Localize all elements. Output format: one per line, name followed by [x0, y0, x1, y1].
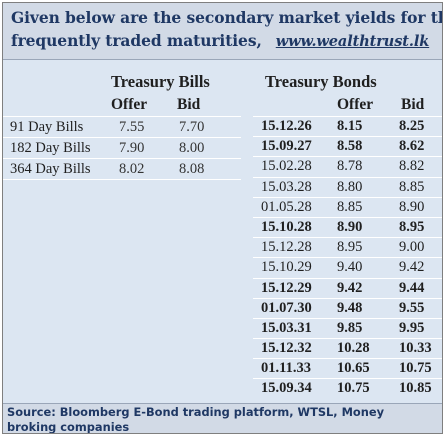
header-line-2: frequently traded maturities, www.wealtht…: [11, 31, 429, 50]
bond-offer: 9.40: [337, 259, 363, 276]
bond-row: 15.09.34 10.75 10.85: [253, 378, 442, 398]
bond-maturity: 15.09.34: [261, 380, 312, 397]
bond-maturity: 15.03.28: [261, 178, 312, 195]
bond-bid: 10.33: [399, 340, 432, 357]
bond-offer: 9.42: [337, 279, 363, 296]
bond-maturity: 15.02.28: [261, 158, 312, 175]
bills-offer-header: Offer: [111, 96, 148, 113]
bill-bid: 8.00: [179, 140, 205, 156]
bill-offer: 7.90: [119, 140, 145, 156]
bond-bid: 9.44: [399, 279, 425, 296]
bond-bid: 9.42: [399, 259, 425, 276]
source-note: Source: Bloomberg E-Bond trading platfor…: [7, 405, 385, 434]
bond-offer: 8.15: [337, 118, 363, 134]
bill-bid: 8.08: [179, 161, 205, 177]
panel-header: Given below are the secondary market yie…: [3, 3, 442, 60]
bond-maturity: 15.03.31: [261, 319, 312, 336]
bill-offer: 7.55: [119, 119, 145, 135]
bond-row: 15.12.32 10.28 10.33: [253, 338, 442, 358]
header-line-2-text: frequently traded maturities,: [11, 31, 262, 50]
bond-maturity: 15.10.28: [261, 218, 312, 235]
header-line-1: Given below are the secondary market yie…: [11, 8, 442, 27]
bond-offer: 10.28: [337, 340, 370, 357]
bond-row: 15.10.28 8.90 8.95: [253, 216, 442, 237]
bond-row: 15.09.27 8.58 8.62: [253, 136, 442, 156]
bond-row: 01.05.28 8.85 8.90: [253, 196, 442, 217]
bond-offer: 8.80: [337, 178, 363, 195]
bond-row: 15.10.29 9.40 9.42: [253, 257, 442, 277]
bond-row: 15.02.28 8.78 8.82: [253, 156, 442, 176]
bond-offer: 8.95: [337, 239, 363, 256]
bill-tenor: 182 Day Bills: [10, 140, 91, 156]
bond-maturity: 01.05.28: [261, 198, 312, 215]
bond-row: 15.12.28 8.95 9.00: [253, 237, 442, 257]
bond-bid: 10.85: [399, 380, 432, 397]
bond-bid: 8.90: [399, 198, 425, 215]
bill-tenor: 364 Day Bills: [10, 161, 91, 177]
bill-offer: 8.02: [119, 161, 145, 177]
bond-bid: 8.85: [399, 178, 425, 195]
bond-row: 15.03.28 8.80 8.85: [253, 176, 442, 197]
bonds-offer-header: Offer: [337, 96, 374, 113]
bond-maturity: 15.12.29: [261, 279, 312, 296]
bond-offer: 8.58: [337, 138, 363, 155]
bond-offer: 9.85: [337, 319, 363, 336]
bond-bid: 9.55: [399, 299, 425, 316]
bond-bid: 9.00: [399, 239, 425, 256]
bond-bid: 8.82: [399, 158, 425, 175]
yields-table: Treasury Bills Offer Bid Treasury Bonds …: [3, 60, 442, 403]
source-footer: Source: Bloomberg E-Bond trading platfor…: [3, 403, 442, 434]
bill-row: 182 Day Bills 7.90 8.00: [3, 137, 241, 158]
bond-bid: 9.95: [399, 319, 425, 336]
market-yields-panel: Given below are the secondary market yie…: [2, 2, 443, 434]
bond-offer: 8.90: [337, 218, 363, 235]
bond-row: 01.07.30 9.48 9.55: [253, 297, 442, 318]
bond-bid: 8.25: [399, 118, 425, 134]
bill-tenor: 91 Day Bills: [10, 119, 84, 135]
treasury-bills-list: 91 Day Bills 7.55 7.70 182 Day Bills 7.90 8.0…: [3, 116, 241, 180]
bond-offer: 8.85: [337, 198, 363, 215]
bond-offer: 9.48: [337, 299, 363, 316]
bond-offer: 10.75: [337, 380, 370, 397]
bond-bid: 8.95: [399, 218, 425, 235]
bond-maturity: 01.07.30: [261, 299, 312, 316]
bond-maturity: 15.10.29: [261, 259, 312, 276]
bill-bid: 7.70: [179, 119, 205, 135]
bond-maturity: 15.12.28: [261, 239, 312, 256]
treasury-bonds-title: Treasury Bonds: [265, 72, 377, 91]
bond-maturity: 15.09.27: [261, 138, 312, 155]
bond-bid: 10.75: [399, 360, 432, 377]
treasury-bills-title: Treasury Bills: [111, 72, 210, 91]
bond-row: 01.11.33 10.65 10.75: [253, 358, 442, 378]
bond-row: 15.12.26 8.15 8.25: [253, 116, 442, 136]
bond-row: 15.12.29 9.42 9.44: [253, 277, 442, 298]
bill-row: 364 Day Bills 8.02 8.08: [3, 158, 241, 180]
bill-row: 91 Day Bills 7.55 7.70: [3, 116, 241, 137]
bond-offer: 8.78: [337, 158, 363, 175]
bond-row: 15.03.31 9.85 9.95: [253, 317, 442, 338]
bond-maturity: 01.11.33: [261, 360, 311, 377]
bond-bid: 8.62: [399, 138, 425, 155]
wealthtrust-link[interactable]: www.wealthtrust.lk: [275, 33, 430, 50]
bills-bid-header: Bid: [177, 96, 201, 113]
treasury-bonds-list: 15.12.26 8.15 8.25 15.09.27 8.58 8.62 15.02.28…: [253, 116, 442, 399]
bond-offer: 10.65: [337, 360, 370, 377]
bonds-bid-header: Bid: [401, 96, 425, 113]
bond-maturity: 15.12.32: [261, 340, 312, 357]
bond-maturity: 15.12.26: [261, 118, 312, 134]
